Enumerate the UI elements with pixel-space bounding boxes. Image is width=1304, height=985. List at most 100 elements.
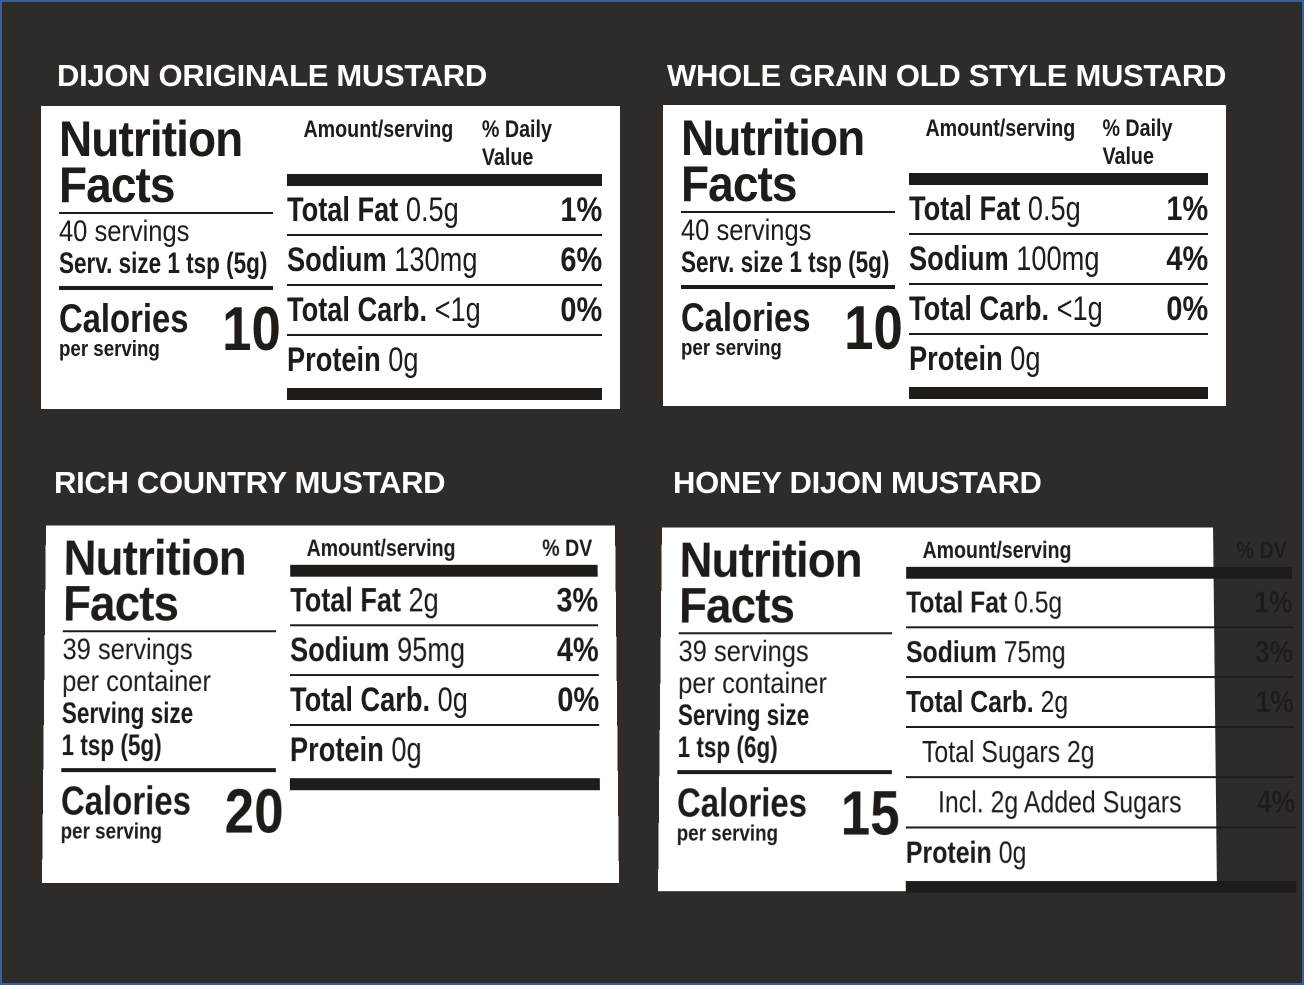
nutrient-name: Sodium (906, 634, 997, 669)
nutrient-row: Sodium 95mg 4% (290, 626, 599, 676)
nutrient-amount: Incl. 2g Added Sugars (938, 784, 1182, 819)
panel-title: HONEY DIJON MUSTARD (673, 465, 1042, 501)
servings-text: 40 servings (59, 216, 241, 248)
calories-label-group: Calories per serving (61, 782, 220, 842)
nutrient-name-value: Protein 0g (287, 336, 419, 384)
label-header: Amount/serving % Daily Value (287, 116, 602, 186)
label-left-column: Nutrition Facts 40 servings Serv. size 1 ts… (59, 116, 273, 397)
end-bar (290, 778, 600, 790)
nutrient-name: Total Carb. (287, 291, 427, 329)
nutrient-name-value: Incl. 2g Added Sugars (906, 778, 1182, 826)
daily-value: 1% (1166, 185, 1208, 233)
nutrient-name-value: Total Fat 2g (290, 577, 439, 625)
servings-text: per container (678, 668, 860, 700)
label-right-column: Amount/serving % Daily Value Total Fat 0.5… (909, 115, 1208, 394)
servings-text: per container (62, 666, 244, 698)
nutrient-name: Protein (287, 341, 381, 379)
nutrient-name-value: Protein 0g (290, 726, 422, 774)
nutrient-row: Sodium 130mg 6% (287, 236, 602, 286)
nutrient-name-value: Total Fat 0.5g (906, 579, 1062, 627)
calories-block: Calories per serving 10 (681, 285, 895, 364)
daily-value: 4% (1166, 235, 1208, 283)
panel-title: RICH COUNTRY MUSTARD (54, 465, 445, 501)
calories-value: 10 (222, 294, 281, 365)
daily-value: 3% (1255, 628, 1294, 676)
calories-value: 20 (224, 776, 283, 848)
daily-value: 6% (560, 236, 602, 284)
daily-value: 4% (557, 626, 599, 674)
nutrition-facts-label: Nutrition Facts 40 servings Serv. size 1 ts… (41, 106, 620, 409)
nutrient-row: Protein 0g (290, 726, 600, 774)
nutrient-amount: 0.5g (1014, 585, 1062, 620)
label-heading: Nutrition (59, 116, 256, 162)
calories-label-group: Calories per serving (681, 299, 839, 359)
calories-block: Calories per serving 10 (59, 286, 273, 365)
nutrient-name-value: Protein 0g (909, 335, 1041, 383)
nutrition-facts-label: Nutrition Facts 39 servings per container Se… (42, 525, 619, 883)
nutrient-row: Total Carb. <1g 0% (287, 286, 602, 336)
nutrient-row: Total Carb. 2g 1% (906, 678, 1294, 728)
nutrient-name: Total Fat (290, 582, 401, 620)
nutrient-amount: 0g (438, 681, 468, 719)
calories-label: Calories (681, 299, 810, 337)
calories-label-group: Calories per serving (677, 784, 836, 844)
nutrient-name-value: Sodium 130mg (287, 236, 477, 284)
nutrient-name-value: Sodium 75mg (906, 628, 1066, 676)
nutrient-name-value: Protein 0g (906, 828, 1027, 877)
nutrient-amount: 0g (1010, 340, 1040, 378)
nutrient-amount: <1g (435, 291, 481, 329)
nutrient-amount: 0g (999, 835, 1027, 870)
servings-text: 39 servings (678, 636, 860, 668)
nutrient-name: Total Fat (906, 585, 1007, 620)
calories-block: Calories per serving 20 (60, 768, 275, 848)
label-heading: Facts (63, 581, 259, 627)
daily-value: 3% (556, 577, 598, 625)
daily-value: 0% (557, 676, 599, 724)
daily-value: 1% (1254, 579, 1293, 627)
label-header: Amount/serving % DV (906, 537, 1292, 578)
servings-text: 40 servings (681, 215, 863, 247)
label-left-column: Nutrition Facts 39 servings per container Se… (60, 535, 276, 871)
label-heading: Nutrition (679, 537, 875, 582)
nutrient-name: Sodium (290, 631, 390, 669)
nutrient-row: Total Sugars 2g (906, 728, 1295, 778)
nutrient-amount: 130mg (394, 241, 477, 279)
dv-header: % DV (1236, 537, 1286, 565)
label-left-column: Nutrition Facts 39 servings per container Se… (676, 537, 892, 879)
label-right-column: Amount/serving % DV Total Fat 2g 3% Sodium 9… (290, 535, 601, 871)
nutrient-name-value: Total Carb. 0g (290, 676, 468, 724)
nutrient-name: Protein (906, 835, 992, 870)
nutrient-name: Protein (909, 340, 1003, 378)
nutrient-row: Protein 0g (287, 336, 602, 384)
label-heading: Facts (679, 583, 875, 629)
nutrient-row: Total Carb. <1g 0% (909, 285, 1208, 335)
serving-size-text: Serving size (678, 700, 839, 732)
panel-title: DIJON ORIGINALE MUSTARD (57, 58, 487, 94)
nutrient-amount: 0.5g (1028, 190, 1081, 228)
nutrient-amount: 2g (1040, 684, 1068, 719)
nutrient-row: Protein 0g (909, 335, 1208, 383)
daily-value: 0% (1166, 285, 1208, 333)
nutrient-amount: 0g (388, 341, 418, 379)
per-serving-label: per serving (677, 822, 812, 844)
nutrient-amount: 2g (409, 582, 439, 620)
nutrient-name-value: Sodium 95mg (290, 626, 465, 674)
label-header: Amount/serving % DV (290, 535, 597, 576)
nutrient-amount: 75mg (1004, 634, 1066, 669)
nutrient-row: Total Fat 0.5g 1% (287, 186, 602, 236)
nutrient-name: Sodium (909, 240, 1009, 278)
nutrient-name-value: Total Sugars 2g (906, 728, 1095, 776)
amount-header: Amount/serving (303, 116, 453, 172)
dv-header: % DV (542, 535, 592, 563)
nutrient-amount: 0g (391, 731, 421, 769)
end-bar (909, 387, 1208, 399)
nutrition-facts-label: Nutrition Facts 40 servings Serv. size 1 ts… (663, 105, 1226, 406)
nutrient-name: Sodium (287, 241, 387, 279)
dv-header: % Daily Value (482, 116, 590, 172)
serving-size-text: 1 tsp (6g) (677, 732, 838, 764)
nutrient-row: Total Carb. 0g 0% (290, 676, 599, 726)
nutrient-amount: <1g (1057, 290, 1103, 328)
nutrient-name: Protein (290, 731, 384, 769)
daily-value: 4% (1257, 778, 1296, 826)
calories-label-group: Calories per serving (59, 300, 217, 360)
